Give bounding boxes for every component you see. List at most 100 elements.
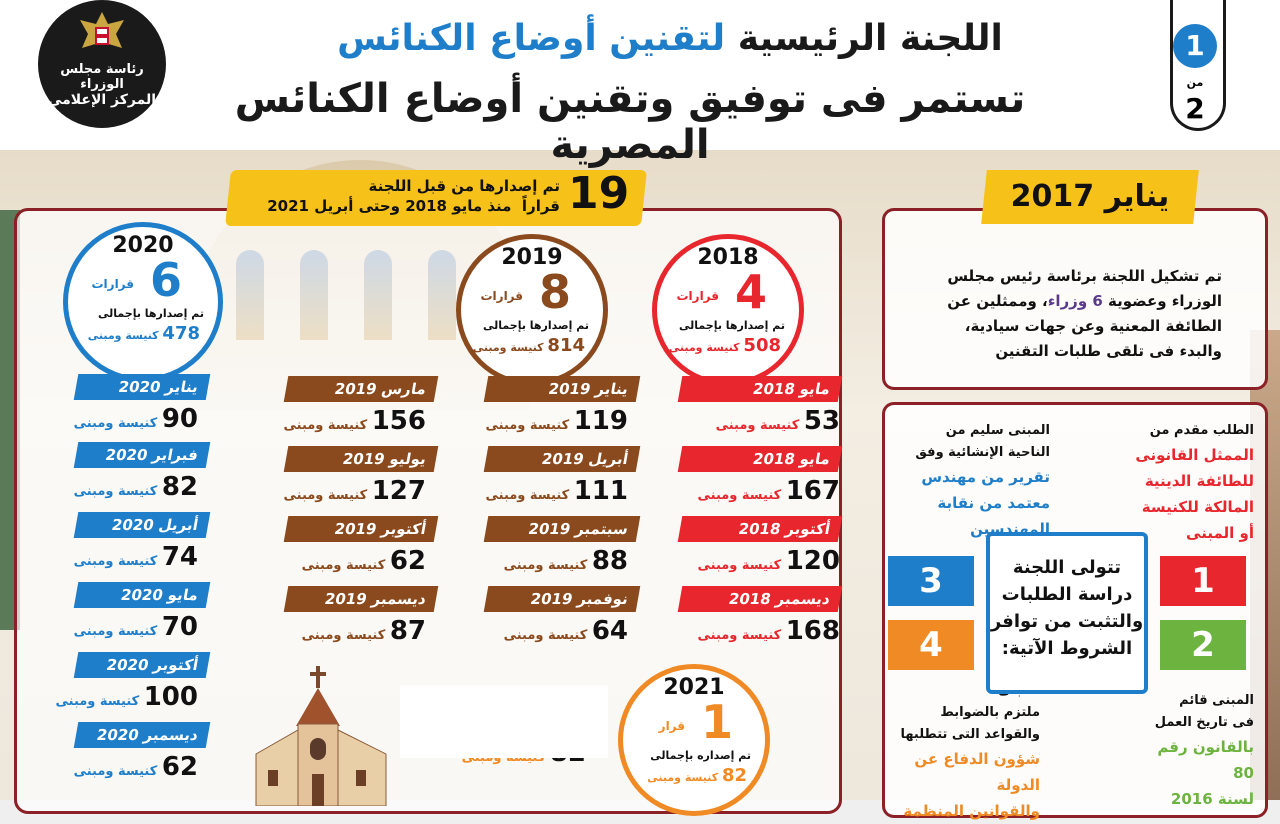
month-building-count: 62 [389, 546, 426, 576]
condition-number-1: 1 [1160, 556, 1246, 606]
month-bar: يناير 2019 [483, 376, 641, 402]
year-total-number: 82 [721, 765, 747, 786]
month-building-unit: كنيسة ومبنى [73, 624, 162, 639]
month-value-row: 62 كنيسة ومبنى [236, 546, 426, 576]
year-total-label: كنيسة ومبنى [668, 341, 744, 354]
month-bar: مارس 2019 [283, 376, 439, 402]
year-total-label: كنيسة ومبنى [647, 771, 722, 784]
month-value-row: 53 كنيسة ومبنى [640, 406, 840, 436]
jan-desc-ministers: 6 وزراء [1047, 292, 1103, 310]
year-total-label: كنيسة ومبنى [87, 329, 163, 342]
month-building-unit: كنيسة ومبنى [73, 484, 162, 499]
jan-desc-line4: والبدء فى تلقى طلبات التقنين [995, 342, 1222, 360]
month-value-row: 62 كنيسة ومبنى [26, 752, 198, 782]
condition-highlight: شؤون الدفاع عن الدولة [914, 750, 1040, 794]
month-building-unit: كنيسة ومبنى [697, 558, 786, 573]
month-building-unit: كنيسة ومبنى [55, 694, 144, 709]
condition-highlight: تقرير من مهندس [921, 468, 1050, 486]
month-value-row: 168 كنيسة ومبنى [640, 616, 840, 646]
year-caption: تم إصدارها بإجمالى [483, 319, 589, 332]
month-building-count: 82 [161, 472, 198, 502]
month-building-unit: كنيسة ومبنى [715, 418, 804, 433]
january-2017-description: تم تشكيل اللجنة برئاسة رئيس مجلس الوزراء… [900, 264, 1222, 364]
month-value-row: 64 كنيسة ومبنى [436, 616, 628, 646]
year-total-number: 814 [547, 335, 585, 356]
condition-highlight: معتمد من نقابة [937, 494, 1050, 512]
month-bar: يوليو 2019 [283, 446, 439, 472]
year-circle-2020: 2020 6 قرارات تم إصدارها بإجمالى 478 كنيسة و… [63, 222, 223, 382]
year-label: 2018 [697, 245, 759, 270]
month-bar: فبراير 2020 [73, 442, 211, 468]
year-decision-unit: قرارات [676, 289, 719, 303]
year-total-buildings: 814 كنيسة ومبنى [473, 335, 585, 356]
month-bar: أبريل 2020 [73, 512, 211, 538]
page-total-number: 2 [1185, 92, 1205, 125]
year-label: 2021 [663, 675, 725, 700]
month-value-row: 100 كنيسة ومبنى [26, 682, 198, 712]
summary-unit: قراراً [521, 197, 560, 215]
condition-text-1: الطلب مقدم من الممثل القانونى للطائفة الدي… [1130, 420, 1254, 546]
year-total-buildings: 508 كنيسة ومبنى [669, 335, 781, 356]
month-building-unit: كنيسة ومبنى [485, 418, 574, 433]
month-bar: سبتمبر 2019 [483, 516, 641, 542]
summary-line2: منذ مايو 2018 وحتى أبريل 2021 [267, 197, 512, 215]
year-total-number: 508 [743, 335, 781, 356]
page-title-line1: اللجنة الرئيسية لتقنين أوضاع الكنائس [260, 18, 1080, 59]
month-bar: ديسمبر 2020 [73, 722, 211, 748]
condition-line: الناحية الإنشائية وفق [915, 445, 1050, 460]
condition-text-2: المبنى قائم فى تاريخ العمل بالقانون رقم 80… [1150, 690, 1254, 812]
year-decision-count: 4 [735, 265, 768, 319]
year-decision-unit: قرار [658, 719, 685, 733]
month-building-unit: كنيسة ومبنى [503, 558, 592, 573]
month-bar: يناير 2020 [73, 374, 211, 400]
month-building-count: 120 [785, 546, 840, 576]
month-building-unit: كنيسة ومبنى [301, 558, 390, 573]
month-value-row: 74 كنيسة ومبنى [26, 542, 198, 572]
year-total-label: كنيسة ومبنى [472, 341, 548, 354]
month-value-row: 111 كنيسة ومبنى [436, 476, 628, 506]
month-value-row: 120 كنيسة ومبنى [640, 546, 840, 576]
month-value-row: 70 كنيسة ومبنى [26, 612, 198, 642]
year-total-buildings: 82 كنيسة ومبنى [647, 765, 747, 786]
month-bar: أكتوبر 2020 [73, 652, 211, 678]
condition-text-3: المبنى سليم من الناحية الإنشائية وفق تقرير… [890, 420, 1050, 542]
month-bar: أكتوبر 2018 [677, 516, 843, 542]
title-main-part: اللجنة الرئيسية [737, 18, 1003, 59]
condition-highlight: والقوانين المنظمة [903, 802, 1040, 820]
year-caption: تم إصداره بإجمالى [650, 749, 751, 762]
year-circle-2021: 2021 1 قرار تم إصداره بإجمالى 82 كنيسة ومبنى [618, 664, 770, 816]
year-total-buildings: 478 كنيسة ومبنى [88, 323, 200, 344]
month-bar: مايو 2020 [73, 582, 211, 608]
month-building-unit: كنيسة ومبنى [73, 416, 162, 431]
month-building-unit: كنيسة ومبنى [697, 488, 786, 503]
year-total-number: 478 [162, 323, 200, 344]
condition-number-2: 2 [1160, 620, 1246, 670]
year-decision-unit: قرارات [480, 289, 523, 303]
month-bar: ديسمبر 2019 [283, 586, 439, 612]
committee-role-line: تتولى اللجنة [1012, 557, 1122, 578]
jan-desc-line3: الطائفة المعنية وعن جهات سيادية، [964, 317, 1222, 335]
jan-desc-line1: تم تشكيل اللجنة برئاسة رئيس مجلس [947, 267, 1222, 285]
condition-line: فى تاريخ العمل [1154, 715, 1254, 730]
page-title-line2: تستمر فى توفيق وتقنين أوضاع الكنائس المص… [234, 76, 1026, 168]
month-building-count: 168 [785, 616, 840, 646]
month-building-unit: كنيسة ومبنى [485, 488, 574, 503]
month-building-unit: كنيسة ومبنى [301, 628, 390, 643]
month-building-unit: كنيسة ومبنى [697, 628, 786, 643]
month-value-row: 82 كنيسة ومبنى [26, 472, 198, 502]
month-building-count: 127 [371, 476, 426, 506]
month-building-count: 70 [161, 612, 198, 642]
month-building-count: 62 [161, 752, 198, 782]
page-of-label: من [1186, 76, 1204, 89]
january-2017-panel [882, 208, 1268, 390]
year-caption: تم إصدارها بإجمالى [98, 307, 204, 320]
condition-highlight: بالقانون رقم 80 [1157, 738, 1254, 782]
month-building-unit: كنيسة ومبنى [283, 418, 372, 433]
month-building-count: 167 [785, 476, 840, 506]
jan-desc-line2a: الوزراء وعضوية [1102, 292, 1222, 310]
month-value-row: 127 كنيسة ومبنى [236, 476, 426, 506]
month-building-unit: كنيسة ومبنى [73, 554, 162, 569]
torn-paper-decoration [400, 686, 608, 758]
month-bar: نوفمبر 2019 [483, 586, 641, 612]
